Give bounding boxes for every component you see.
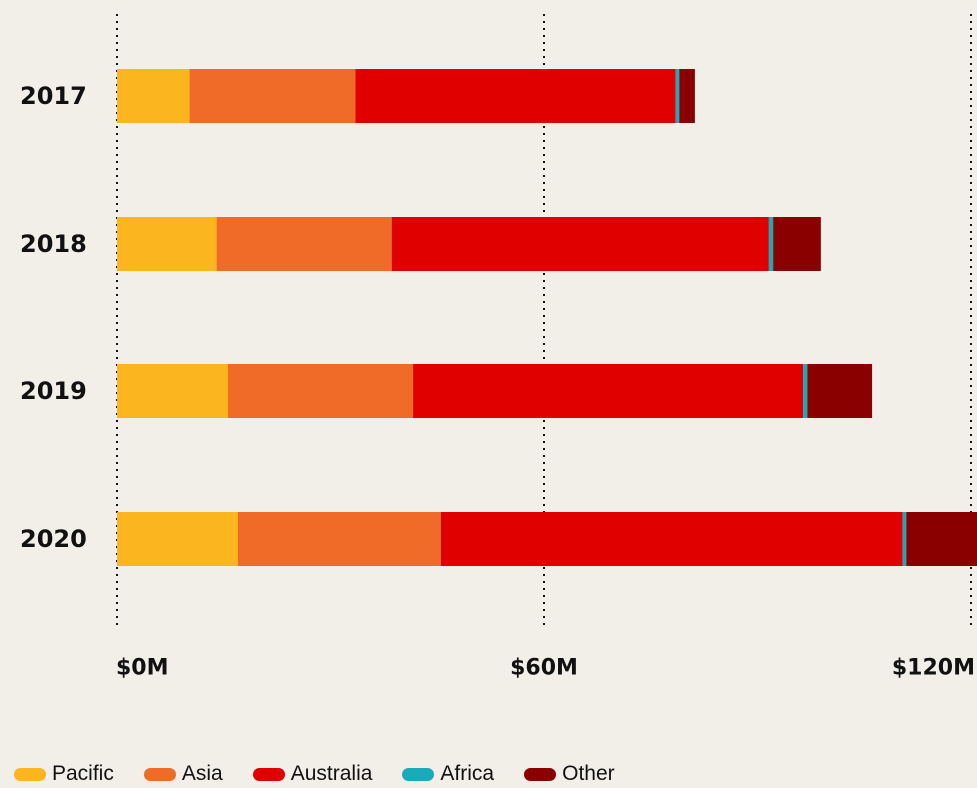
x-tick-label: $60M: [510, 656, 578, 681]
bar-2017-other: [679, 69, 695, 123]
category-label: 2018: [20, 230, 87, 258]
bar-2019-other: [807, 364, 873, 418]
gridlines: [116, 14, 972, 630]
bar-2020-other: [906, 512, 977, 566]
bar-2017-asia: [189, 69, 356, 123]
bar-2020-australia: [440, 512, 903, 566]
bar-2019-africa: [803, 364, 808, 418]
category-label: 2017: [20, 82, 87, 110]
legend-swatch: [252, 767, 285, 781]
legend-swatch: [524, 767, 557, 781]
bar-2019-australia: [413, 364, 804, 418]
legend-swatch: [14, 767, 46, 781]
legend-item-other: Other: [524, 762, 615, 786]
bar-2018-asia: [216, 217, 392, 271]
legend-label: Asia: [181, 762, 223, 785]
category-label: 2020: [20, 525, 87, 553]
legend: Pacific Asia Australia Africa Other: [14, 762, 615, 786]
bar-2017-pacific: [117, 69, 190, 123]
legend-label: Australia: [290, 762, 373, 785]
legend-swatch: [143, 767, 176, 781]
bar-2020-asia: [237, 512, 441, 566]
bar-2020-pacific: [117, 512, 238, 566]
legend-swatch: [402, 767, 435, 781]
x-tick-label: $0M: [116, 656, 169, 681]
bars: [117, 69, 977, 566]
category-label: 2019: [20, 377, 87, 405]
legend-label: Other: [562, 762, 615, 785]
legend-label: Pacific: [52, 762, 114, 785]
legend-item-pacific: Pacific: [14, 762, 114, 786]
legend-item-australia: Australia: [252, 762, 373, 786]
legend-item-africa: Africa: [402, 762, 494, 786]
bar-2019-asia: [228, 364, 414, 418]
bar-2017-australia: [355, 69, 676, 123]
bar-2018-africa: [768, 217, 774, 271]
bar-2020-africa: [902, 512, 907, 566]
bar-2018-pacific: [117, 217, 217, 271]
bar-2018-other: [773, 217, 821, 271]
bar-2017-africa: [675, 69, 680, 123]
labels: 2017 2018 2019 2020 $0M $60M $120M: [20, 82, 975, 681]
x-tick-label: $120M: [892, 656, 975, 681]
legend-label: Africa: [440, 762, 495, 785]
bar-2018-australia: [391, 217, 769, 271]
legend-item-asia: Asia: [143, 762, 223, 786]
bar-2019-pacific: [117, 364, 229, 418]
